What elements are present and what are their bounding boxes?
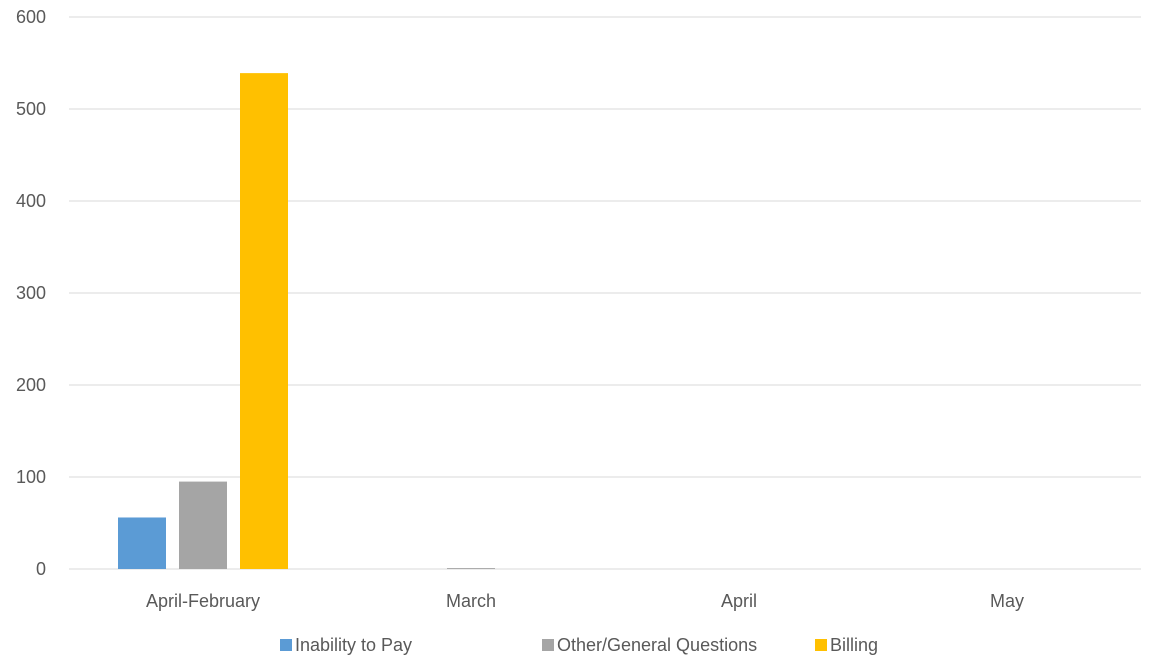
y-tick-label: 300 — [16, 283, 46, 303]
x-tick-label: April-February — [146, 591, 260, 611]
x-tick-label: May — [990, 591, 1024, 611]
y-tick-label: 500 — [16, 99, 46, 119]
y-tick-label: 400 — [16, 191, 46, 211]
gridlines — [69, 16, 1141, 570]
y-tick-label: 200 — [16, 375, 46, 395]
legend-label: Inability to Pay — [295, 635, 412, 655]
bar-april-february-other-general-questions — [179, 481, 227, 569]
y-tick-label: 0 — [36, 559, 46, 579]
y-tick-label: 100 — [16, 467, 46, 487]
bars — [118, 73, 495, 570]
x-axis-tick-labels: April-February March April May — [146, 591, 1024, 611]
legend: Inability to Pay Other/General Questions B… — [280, 635, 878, 655]
legend-swatch — [815, 639, 827, 651]
legend-label: Billing — [830, 635, 878, 655]
x-tick-label: March — [446, 591, 496, 611]
legend-swatch — [542, 639, 554, 651]
y-tick-label: 600 — [16, 7, 46, 27]
bar-march-other-general-questions — [447, 568, 495, 569]
x-tick-label: April — [721, 591, 757, 611]
legend-swatch — [280, 639, 292, 651]
bar-april-february-billing — [240, 73, 288, 570]
y-axis-tick-labels: 0 100 200 300 400 500 600 — [16, 7, 46, 579]
bar-april-february-inability-to-pay — [118, 517, 166, 569]
legend-label: Other/General Questions — [557, 635, 757, 655]
